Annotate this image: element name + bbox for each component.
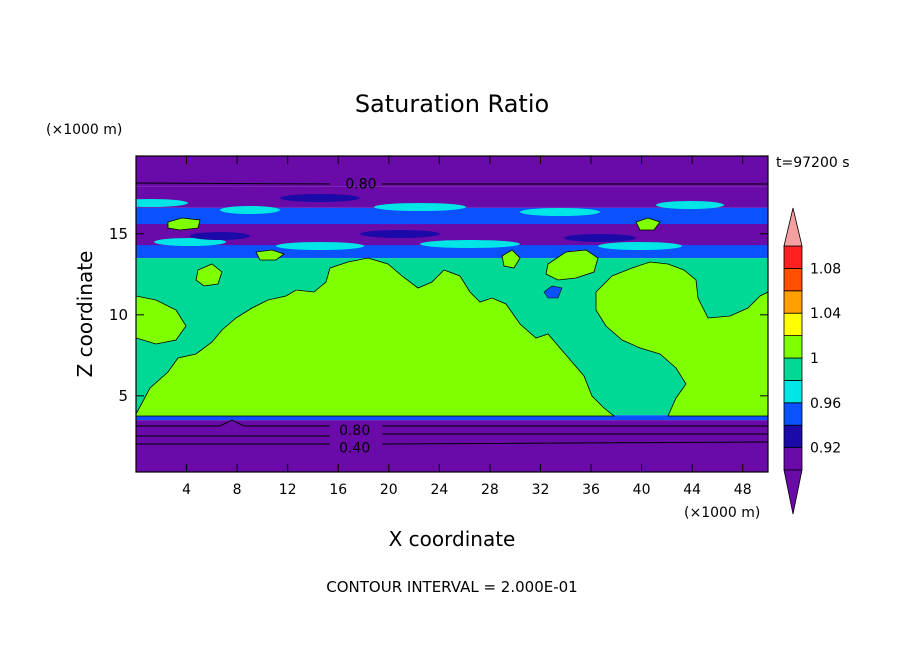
x-axis: 4 8 12 16 20 24 28 32 36 40 44 48: [182, 156, 752, 498]
cloud-region: [195, 263, 223, 287]
cloud-region: [136, 295, 187, 345]
cloud-region: [635, 217, 661, 231]
cirrus-patch: [154, 238, 226, 246]
colorbar-under-arrow: [783, 469, 803, 515]
cirrus-patch: [598, 242, 682, 250]
colorbar-segment: [783, 357, 803, 381]
y-axis-label: Z coordinate: [73, 251, 97, 378]
x-tick-label: 16: [329, 482, 347, 498]
colorbar-segment: [783, 402, 803, 426]
colorbar-segment: [783, 335, 803, 359]
cloud-regions: [136, 217, 768, 417]
cirrus-patch: [360, 230, 440, 238]
y-axis: 5 10 15: [109, 225, 768, 405]
plot-area: 0.80 0.80 0.40: [136, 156, 768, 472]
colorbar-segment: [783, 267, 803, 292]
contour-line: [136, 419, 768, 427]
cloud-region: [136, 257, 616, 417]
contour-label: 0.40: [339, 441, 370, 457]
x-tick-label: 24: [430, 482, 448, 498]
x-tick-label: 36: [582, 482, 600, 498]
x-tick-label: 12: [279, 482, 297, 498]
band-upper-dry-layer-2: [136, 186, 768, 208]
x-unit-label: (×1000 m): [684, 505, 760, 521]
contour-lines: [136, 182, 768, 445]
cirrus-patch: [136, 199, 188, 207]
colorbar-segment: [783, 290, 803, 314]
colorbar-label: 1.04: [810, 306, 841, 322]
x-tick-label: 28: [481, 482, 499, 498]
cirrus-patch: [564, 234, 636, 242]
cirrus-patch: [520, 208, 600, 216]
cirrus-patch: [420, 240, 520, 248]
x-tick-label: 20: [380, 482, 398, 498]
x-tick-label: 40: [633, 482, 651, 498]
colorbar-label: 1: [810, 351, 819, 367]
x-tick-label: 44: [683, 482, 701, 498]
contour-line: [136, 182, 768, 185]
x-tick-label: 8: [233, 482, 242, 498]
band-boundary-dry-layer: [136, 420, 768, 472]
x-tick-label: 48: [734, 482, 752, 498]
x-tick-label: 4: [182, 482, 191, 498]
contour-line: [136, 441, 768, 445]
cirrus-patch: [276, 242, 364, 250]
colorbar-over-arrow: [783, 207, 803, 247]
chart-title: Saturation Ratio: [355, 90, 549, 118]
colorbar-segment: [783, 312, 803, 337]
contour-label: 0.80: [345, 177, 376, 193]
time-label: t=97200 s: [776, 155, 850, 171]
colorbar-label: 0.92: [810, 441, 841, 457]
band-cloud-base-edge: [136, 415, 768, 421]
y-tick-label: 5: [118, 387, 128, 405]
colorbar-label: 0.96: [810, 396, 841, 412]
cloud-region: [595, 261, 768, 417]
cloud-region: [167, 217, 201, 231]
plot-frame: [135, 155, 769, 473]
colorbar-segment: [783, 447, 803, 471]
y-tick-label: 15: [109, 225, 128, 243]
x-tick-label: 32: [532, 482, 550, 498]
contour-label: 0.80: [339, 423, 370, 439]
band-upper-dry-layer: [136, 156, 768, 187]
cirrus-patch: [374, 203, 466, 211]
colorbar-segment: [783, 245, 803, 269]
contour-labels: 0.80 0.80 0.40: [339, 177, 376, 457]
cloud-region: [545, 249, 599, 281]
colorbar: 0.92 0.96 1 1.04 1.08: [783, 207, 841, 515]
y-tick-label: 10: [109, 306, 128, 324]
x-axis-label: X coordinate: [389, 527, 516, 551]
cloud-region: [255, 249, 285, 261]
y-unit-label: (×1000 m): [46, 122, 122, 138]
cirrus-patch: [220, 206, 280, 214]
cirrus-patch: [190, 232, 250, 240]
colorbar-segment: [783, 424, 803, 449]
colorbar-segment: [783, 379, 803, 404]
cloud-region: [543, 285, 563, 299]
colorbar-label: 1.08: [810, 261, 841, 277]
cloud-region: [501, 249, 521, 269]
cirrus-patch: [280, 194, 360, 202]
contour-line: [136, 433, 768, 437]
footer-note: CONTOUR INTERVAL = 2.000E-01: [326, 578, 577, 596]
cirrus-patch: [656, 201, 724, 209]
